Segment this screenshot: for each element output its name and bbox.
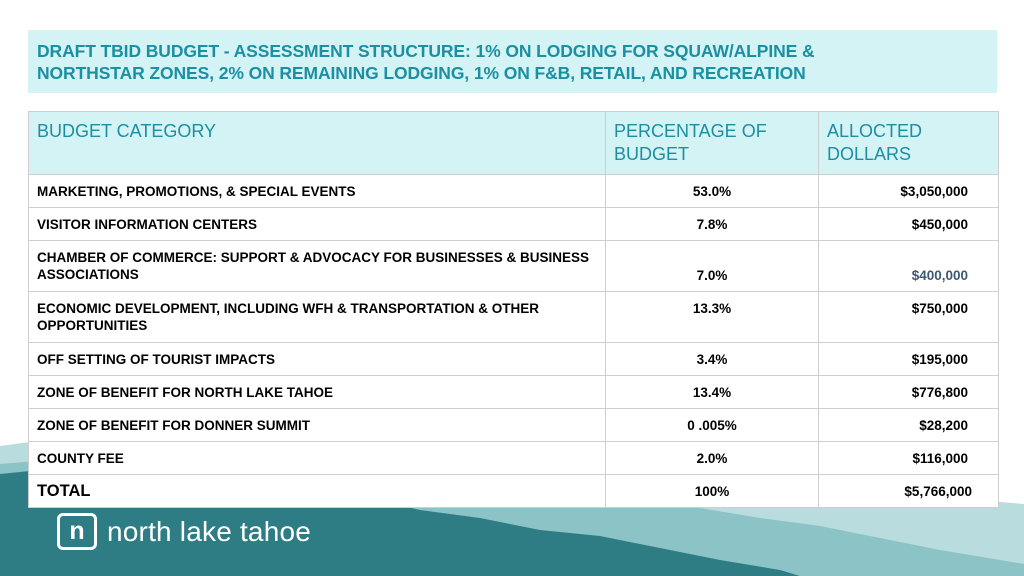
dollars-cell: $28,200 — [818, 408, 999, 442]
table-row: COUNTY FEE 2.0% $116,000 — [28, 441, 999, 475]
total-label: TOTAL — [28, 474, 606, 508]
category-cell: OFF SETTING OF TOURIST IMPACTS — [28, 342, 606, 376]
category-cell: COUNTY FEE — [28, 441, 606, 475]
dollars-cell: $450,000 — [818, 207, 999, 241]
total-row: TOTAL 100% $5,766,000 — [28, 474, 999, 508]
table-row: ECONOMIC DEVELOPMENT, INCLUDING WFH & TR… — [28, 291, 999, 343]
table-row: ZONE OF BENEFIT FOR DONNER SUMMIT 0 .005… — [28, 408, 999, 442]
category-cell: ECONOMIC DEVELOPMENT, INCLUDING WFH & TR… — [28, 291, 606, 343]
title-banner: DRAFT TBID BUDGET - ASSESSMENT STRUCTURE… — [28, 30, 997, 93]
category-cell: CHAMBER OF COMMERCE: SUPPORT & ADVOCACY … — [28, 240, 606, 292]
total-dollars: $5,766,000 — [818, 474, 999, 508]
table-row: CHAMBER OF COMMERCE: SUPPORT & ADVOCACY … — [28, 240, 999, 292]
north-lake-tahoe-logo: n north lake tahoe — [57, 513, 311, 550]
table-header-row: BUDGET CATEGORY PERCENTAGE OF BUDGET ALL… — [28, 111, 999, 175]
percentage-cell: 7.0% — [605, 240, 819, 292]
category-cell: VISITOR INFORMATION CENTERS — [28, 207, 606, 241]
header-budget-category: BUDGET CATEGORY — [28, 111, 606, 175]
table-row: VISITOR INFORMATION CENTERS 7.8% $450,00… — [28, 207, 999, 241]
table-row: OFF SETTING OF TOURIST IMPACTS 3.4% $195… — [28, 342, 999, 376]
dollars-cell: $195,000 — [818, 342, 999, 376]
category-cell: ZONE OF BENEFIT FOR NORTH LAKE TAHOE — [28, 375, 606, 409]
total-percentage: 100% — [605, 474, 819, 508]
dollars-cell: $750,000 — [818, 291, 999, 343]
category-cell: MARKETING, PROMOTIONS, & SPECIAL EVENTS — [28, 174, 606, 208]
percentage-cell: 13.3% — [605, 291, 819, 343]
dollars-cell: $776,800 — [818, 375, 999, 409]
category-cell: ZONE OF BENEFIT FOR DONNER SUMMIT — [28, 408, 606, 442]
percentage-cell: 53.0% — [605, 174, 819, 208]
logo-wordmark: north lake tahoe — [107, 515, 312, 547]
percentage-cell: 2.0% — [605, 441, 819, 475]
logo-mark-icon: n — [57, 513, 97, 550]
header-allocted-dollars: ALLOCTED DOLLARS — [818, 111, 999, 175]
table-row: MARKETING, PROMOTIONS, & SPECIAL EVENTS … — [28, 174, 999, 208]
dollars-cell: $400,000 — [818, 240, 999, 292]
budget-table: BUDGET CATEGORY PERCENTAGE OF BUDGET ALL… — [28, 111, 999, 508]
percentage-cell: 7.8% — [605, 207, 819, 241]
percentage-cell: 13.4% — [605, 375, 819, 409]
header-percentage-of-budget: PERCENTAGE OF BUDGET — [605, 111, 819, 175]
dollars-cell: $116,000 — [818, 441, 999, 475]
percentage-cell: 0 .005% — [605, 408, 819, 442]
table-row: ZONE OF BENEFIT FOR NORTH LAKE TAHOE 13.… — [28, 375, 999, 409]
dollars-cell: $3,050,000 — [818, 174, 999, 208]
percentage-cell: 3.4% — [605, 342, 819, 376]
title-line-2: NORTHSTAR ZONES, 2% ON REMAINING LODGING… — [37, 63, 806, 83]
title-line-1: DRAFT TBID BUDGET - ASSESSMENT STRUCTURE… — [37, 41, 815, 61]
